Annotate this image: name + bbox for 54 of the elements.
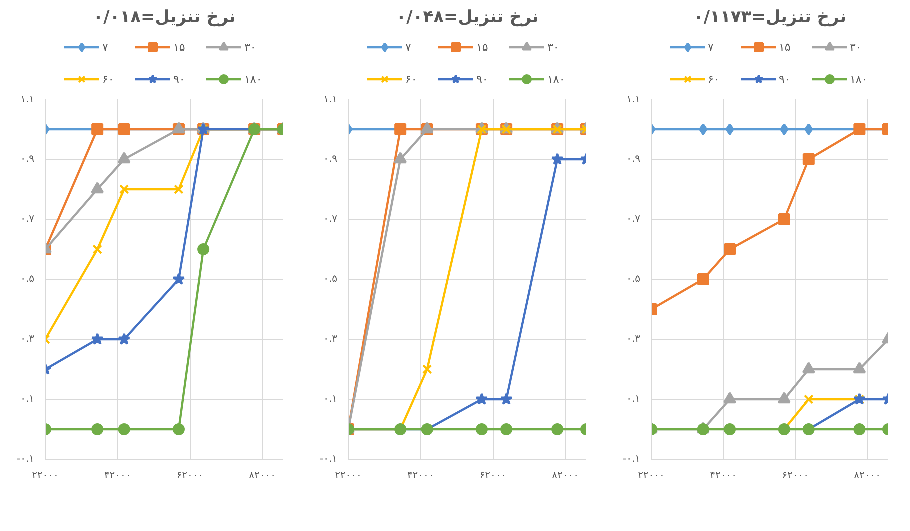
y-tick-label: ۰.۷ <box>20 214 36 225</box>
y-tick-label: ۰.۳ <box>324 334 338 345</box>
legend-label: ۱۸۰ <box>548 72 566 86</box>
y-tick-label: ۱.۱ <box>626 94 640 106</box>
x-tick-label: ۲۲۰۰۰ <box>32 470 59 482</box>
legend-label: ۶۰ <box>708 72 721 86</box>
y-tick-label: ۱.۱ <box>20 94 34 106</box>
legend-label: ۳۰ <box>850 40 863 54</box>
y-tick-label: ۰.۳ <box>20 334 36 345</box>
legend-label: ۳۰ <box>244 40 258 54</box>
y-tick-label: ۰.۵ <box>626 274 640 285</box>
y-tick-label: ۰.۷ <box>324 214 338 225</box>
legend-label: ۱۸۰ <box>244 72 264 86</box>
y-tick-label: ۰.۵ <box>324 274 338 285</box>
legend-label: ۱۵ <box>779 40 792 54</box>
legend-label: ۱۵ <box>174 40 186 54</box>
x-tick-label: ۴۲۰۰۰ <box>710 470 737 482</box>
legend-label: ۳۰ <box>548 40 560 54</box>
legend-label: ۹۰ <box>174 72 186 86</box>
legend-label: ۷ <box>406 40 412 54</box>
y-tick-label: ۰.۱ <box>324 394 338 405</box>
y-tick-label: ۰.۱ <box>626 394 640 405</box>
x-tick-label: ۸۲۰۰۰ <box>249 470 276 482</box>
x-tick-label: ۲۲۰۰۰ <box>638 470 665 482</box>
legend-label: ۱۵ <box>476 40 490 54</box>
y-tick-label: -۰.۱ <box>16 454 34 465</box>
chart-title: نرخ تنزیل=۰/۱۱۷۳ <box>694 8 846 28</box>
legend-label: ۹۰ <box>476 72 490 86</box>
x-tick-label: ۴۲۰۰۰ <box>104 470 132 482</box>
y-tick-label: ۰.۱ <box>20 394 34 405</box>
y-tick-label: ۰.۵ <box>20 274 34 285</box>
legend-label: ۱۸۰ <box>850 72 869 86</box>
x-tick-label: ۶۲۰۰۰ <box>176 470 204 482</box>
legend-label: ۷ <box>708 40 715 54</box>
chart-title: نرخ تنزیل=۰/۰۱۸ <box>93 8 236 28</box>
x-tick-label: ۶۲۰۰۰ <box>782 470 810 482</box>
y-tick-label: ۰.۹ <box>626 154 640 165</box>
legend-label: ۶۰ <box>102 72 116 86</box>
y-tick-label: ۱.۱ <box>324 94 338 106</box>
x-tick-label: ۸۲۰۰۰ <box>552 470 579 482</box>
legend-label: ۹۰ <box>779 72 792 86</box>
y-tick-label: ۰.۹ <box>20 154 34 165</box>
y-tick-label: -۰.۱ <box>320 454 338 465</box>
y-tick-label: ۰.۹ <box>324 154 338 165</box>
x-tick-label: ۸۲۰۰۰ <box>854 470 882 482</box>
x-tick-label: ۶۲۰۰۰ <box>480 470 507 482</box>
y-tick-label: -۰.۱ <box>622 454 640 465</box>
chart-title: نرخ تنزیل=۰/۰۴۸ <box>396 8 539 28</box>
legend-label: ۶۰ <box>406 72 418 86</box>
x-tick-label: ۴۲۰۰۰ <box>407 470 434 482</box>
y-tick-label: ۰.۷ <box>626 214 642 225</box>
x-tick-label: ۲۲۰۰۰ <box>335 470 362 482</box>
y-tick-label: ۰.۳ <box>626 334 642 345</box>
legend-label: ۷ <box>102 40 110 54</box>
